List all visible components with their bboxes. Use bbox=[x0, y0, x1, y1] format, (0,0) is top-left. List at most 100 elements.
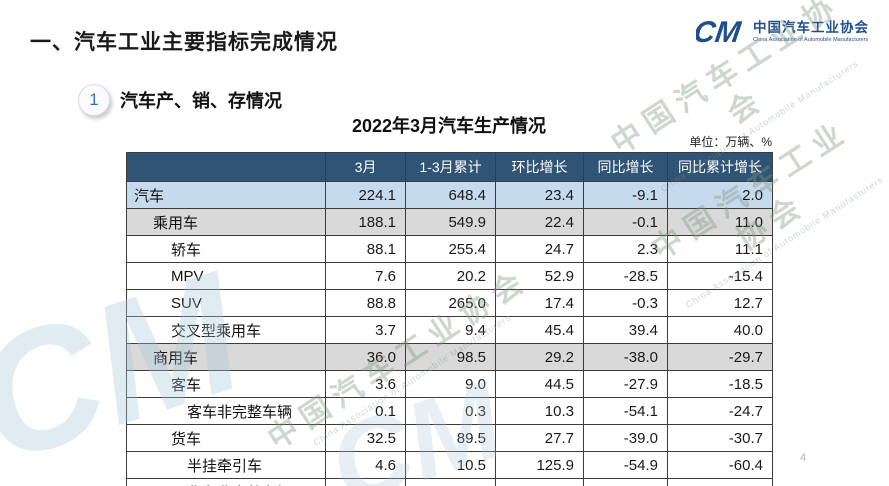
cell-value: 17.4 bbox=[495, 289, 584, 317]
row-label: 轿车 bbox=[126, 235, 326, 263]
cell-value: -60.4 bbox=[667, 451, 773, 479]
cell-value: 24.7 bbox=[495, 235, 584, 263]
cell-value: -54.1 bbox=[583, 397, 668, 425]
cell-value: 40.0 bbox=[667, 316, 773, 344]
cell-value: 29.2 bbox=[495, 343, 584, 371]
cell-value: 9.4 bbox=[405, 316, 496, 344]
column-header bbox=[126, 152, 326, 182]
page-number: 4 bbox=[800, 452, 807, 464]
cell-value: 44.5 bbox=[495, 370, 584, 398]
table-title: 2022年3月汽车生产情况 bbox=[351, 116, 547, 136]
caam-logo-name-en: China Association of Automobile Manufact… bbox=[753, 37, 869, 44]
caam-logo: CM 中国汽车工业协会 China Association of Automob… bbox=[696, 16, 869, 48]
cell-value: 32.5 bbox=[325, 424, 406, 452]
cell-value: 12.7 bbox=[667, 289, 773, 317]
cell-value: -0.3 bbox=[583, 289, 668, 317]
table-head: 3月 1-3月累计 环比增长 同比增长 同比累计增长 bbox=[126, 152, 773, 182]
cell-value: 125.9 bbox=[495, 451, 584, 479]
table-row: 乘用车 188.1 549.9 22.4 -0.1 11.0 bbox=[126, 208, 773, 236]
caam-logo-text: 中国汽车工业协会 China Association of Automobile… bbox=[753, 19, 869, 44]
table-row: 半挂牵引车 4.6 10.5 125.9 -54.9 -60.4 bbox=[126, 451, 773, 479]
cell-value: -39.0 bbox=[583, 424, 668, 452]
cell-value: 549.9 bbox=[405, 208, 496, 236]
cell-value: 10.5 bbox=[405, 451, 496, 479]
cell-value: -54.9 bbox=[583, 451, 668, 479]
cell-value: 10.3 bbox=[495, 397, 584, 425]
column-header: 1-3月累计 bbox=[405, 152, 496, 182]
svg-text:CM: CM bbox=[696, 16, 744, 48]
cell-value: 648.4 bbox=[405, 181, 496, 209]
cell-value: -30.7 bbox=[667, 424, 773, 452]
table-row: 货车非完整车辆4.011.229.0-53.9-48.6 bbox=[126, 478, 773, 486]
table-row: MPV 7.6 20.2 52.9 -28.5 -15.4 bbox=[126, 262, 773, 290]
cell-value: 2.0 bbox=[667, 181, 773, 209]
row-label: 乘用车 bbox=[126, 208, 326, 236]
cell-value: 2.3 bbox=[583, 235, 668, 263]
cell-value: -38.0 bbox=[583, 343, 668, 371]
cell-value: 4.0 bbox=[325, 478, 406, 486]
cell-value: -27.9 bbox=[583, 370, 668, 398]
cell-value: 39.4 bbox=[583, 316, 668, 344]
cell-value: 255.4 bbox=[405, 235, 496, 263]
page-title: 一、汽车工业主要指标完成情况 bbox=[30, 31, 338, 54]
row-label: 货车非完整车辆 bbox=[126, 478, 326, 486]
cell-value: 23.4 bbox=[495, 181, 584, 209]
row-label: 货车 bbox=[126, 424, 326, 452]
table-row: 货车 32.5 89.5 27.7 -39.0 -30.7 bbox=[126, 424, 773, 452]
cell-value: -24.7 bbox=[667, 397, 773, 425]
row-label: 半挂牵引车 bbox=[126, 451, 326, 479]
cell-value: 89.5 bbox=[405, 424, 496, 452]
cell-value: -53.9 bbox=[583, 478, 668, 486]
column-header: 同比累计增长 bbox=[667, 152, 773, 182]
cell-value: 3.7 bbox=[325, 316, 406, 344]
row-label: MPV bbox=[126, 262, 326, 290]
cell-value: 11.0 bbox=[667, 208, 773, 236]
row-label: 客车 bbox=[126, 370, 326, 398]
table-row: 汽车 224.1 648.4 23.4 -9.1 2.0 bbox=[126, 181, 773, 209]
cell-value: 224.1 bbox=[325, 181, 406, 209]
unit-note: 单位：万辆、% bbox=[689, 135, 772, 149]
cell-value: -28.5 bbox=[583, 262, 668, 290]
caam-logo-icon: CM bbox=[696, 16, 744, 48]
cell-value: -15.4 bbox=[667, 262, 773, 290]
table-body: 汽车 224.1 648.4 23.4 -9.1 2.0 乘用车 188.1 549.9 22.4… bbox=[126, 181, 773, 486]
row-label: 汽车 bbox=[126, 181, 326, 209]
table-row: 交叉型乘用车 3.7 9.4 45.4 39.4 40.0 bbox=[126, 316, 773, 344]
column-header: 环比增长 bbox=[495, 152, 584, 182]
section-heading: 1 汽车产、销、存情况 bbox=[78, 84, 282, 116]
cell-value: 3.6 bbox=[325, 370, 406, 398]
column-header: 同比增长 bbox=[583, 152, 668, 182]
cell-value: 22.4 bbox=[495, 208, 584, 236]
cell-value: -29.7 bbox=[667, 343, 773, 371]
cell-value: 265.0 bbox=[405, 289, 496, 317]
table-header-row: 3月 1-3月累计 环比增长 同比增长 同比累计增长 bbox=[126, 152, 773, 182]
cell-value: 0.3 bbox=[405, 397, 496, 425]
cell-value: 188.1 bbox=[325, 208, 406, 236]
cell-value: -18.5 bbox=[667, 370, 773, 398]
table-row: SUV 88.8 265.0 17.4 -0.3 12.7 bbox=[126, 289, 773, 317]
cell-value: 4.6 bbox=[325, 451, 406, 479]
cell-value: 45.4 bbox=[495, 316, 584, 344]
production-table: 3月 1-3月累计 环比增长 同比增长 同比累计增长 汽车 224.1 648.4 23.4-… bbox=[126, 152, 773, 486]
cell-value: 0.1 bbox=[325, 397, 406, 425]
cell-value: 88.1 bbox=[325, 235, 406, 263]
cell-value: 36.0 bbox=[325, 343, 406, 371]
cell-value: -0.1 bbox=[583, 208, 668, 236]
row-label: 商用车 bbox=[126, 343, 326, 371]
cell-value: 11.1 bbox=[667, 235, 773, 263]
row-label: SUV bbox=[126, 289, 326, 317]
table-row: 商用车 36.0 98.5 29.2 -38.0 -29.7 bbox=[126, 343, 773, 371]
row-label: 交叉型乘用车 bbox=[126, 316, 326, 344]
table-row: 客车 3.6 9.0 44.5 -27.9 -18.5 bbox=[126, 370, 773, 398]
cell-value: -48.6 bbox=[667, 478, 773, 486]
table-row: 客车非完整车辆 0.1 0.3 10.3 -54.1 -24.7 bbox=[126, 397, 773, 425]
column-header: 3月 bbox=[325, 152, 406, 182]
cell-value: 52.9 bbox=[495, 262, 584, 290]
table-row: 轿车 88.1 255.4 24.7 2.3 11.1 bbox=[126, 235, 773, 263]
cell-value: 27.7 bbox=[495, 424, 584, 452]
cell-value: 29.0 bbox=[495, 478, 584, 486]
cell-value: 20.2 bbox=[405, 262, 496, 290]
caam-logo-name-cn: 中国汽车工业协会 bbox=[753, 19, 869, 35]
cell-value: 7.6 bbox=[325, 262, 406, 290]
